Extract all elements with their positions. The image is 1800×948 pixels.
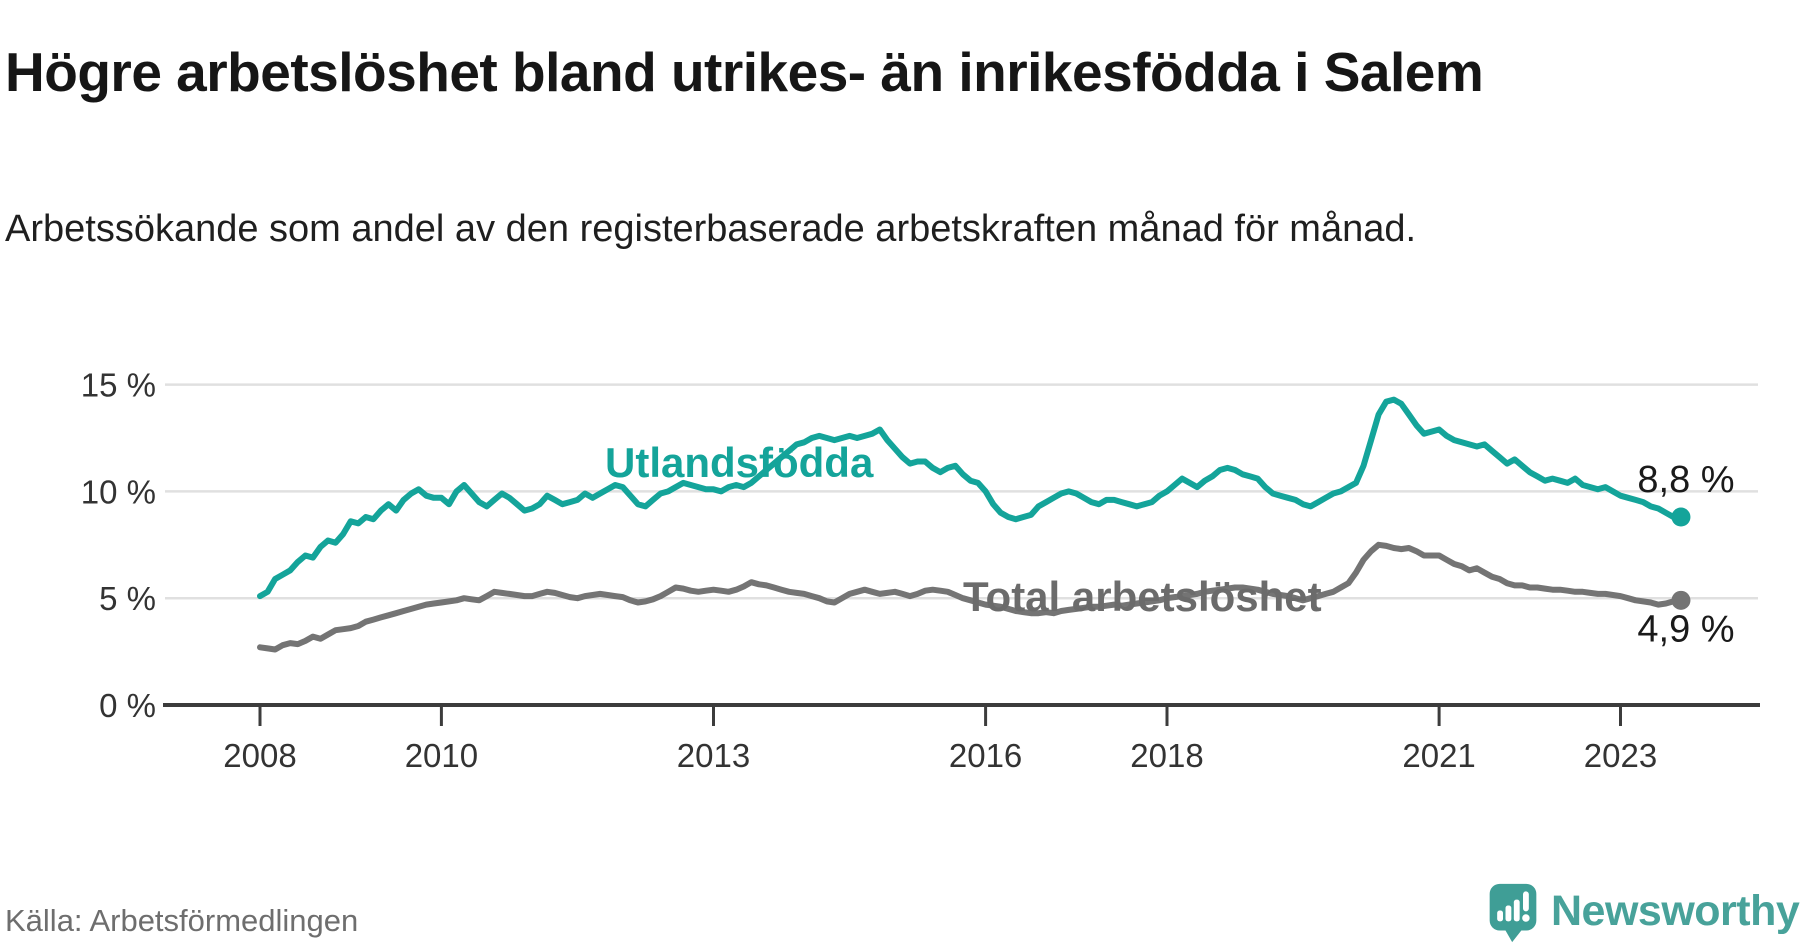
series-end-value: 4,9 % bbox=[1637, 608, 1734, 650]
x-tick-label: 2021 bbox=[1402, 737, 1475, 774]
chart-title: Högre arbetslöshet bland utrikes- än inr… bbox=[5, 40, 1484, 103]
newsworthy-logo-icon bbox=[1489, 883, 1537, 943]
series-end-dot bbox=[1671, 590, 1691, 610]
y-tick-label: 0 % bbox=[99, 687, 156, 724]
x-tick-label: 2023 bbox=[1584, 737, 1657, 774]
series-line-total bbox=[257, 541, 1684, 653]
y-tick-label: 5 % bbox=[99, 580, 156, 617]
series-label: Utlandsfödda bbox=[605, 439, 874, 486]
source-note: Källa: Arbetsförmedlingen bbox=[5, 903, 359, 938]
series-end-value: 8,8 % bbox=[1637, 459, 1734, 501]
newsworthy-logo-text: Newsworthy bbox=[1551, 887, 1800, 935]
x-tick-label: 2018 bbox=[1130, 737, 1203, 774]
y-tick-label: 10 % bbox=[81, 473, 156, 510]
x-tick-label: 2010 bbox=[405, 737, 478, 774]
x-tick-label: 2016 bbox=[949, 737, 1022, 774]
newsworthy-logo: Newsworthy bbox=[1488, 882, 1800, 944]
x-tick-label: 2013 bbox=[677, 737, 750, 774]
series-label: Total arbetslöshet bbox=[963, 573, 1322, 620]
chart-subtitle: Arbetssökande som andel av den registerb… bbox=[5, 208, 1417, 250]
y-tick-label: 15 % bbox=[81, 367, 156, 404]
x-tick-label: 2008 bbox=[223, 737, 296, 774]
series-end-dot bbox=[1671, 507, 1691, 527]
series-line-utlandsfodda bbox=[257, 396, 1684, 600]
